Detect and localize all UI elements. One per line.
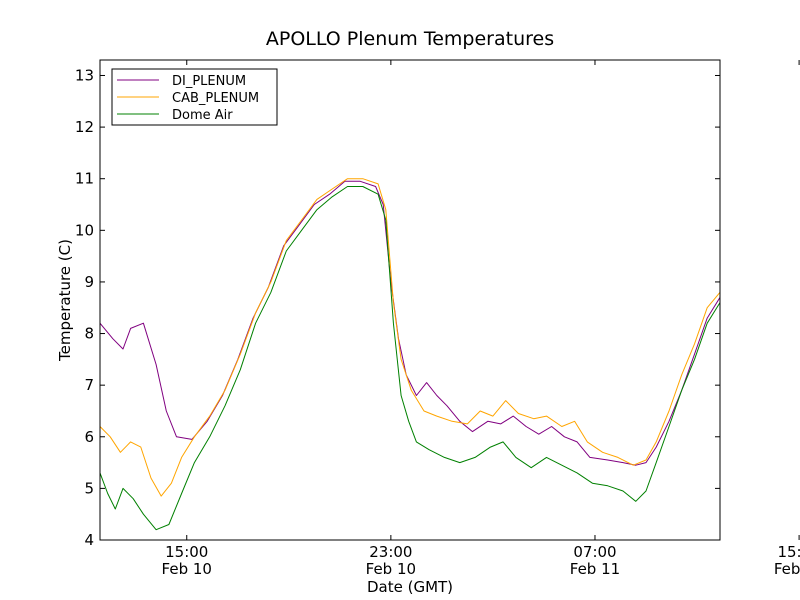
y-tick-label: 11 [75, 170, 94, 188]
series-line-cab-plenum [100, 178, 720, 497]
x-tick-label-date: Feb 11 [774, 560, 800, 578]
legend-label: Dome Air [172, 108, 233, 123]
x-tick-label-time: 07:00 [573, 543, 616, 561]
y-tick-label: 12 [75, 118, 94, 136]
x-tick-label-date: Feb 11 [570, 560, 620, 578]
x-tick-label-date: Feb 10 [366, 560, 416, 578]
x-tick-label-date: Feb 10 [162, 560, 212, 578]
y-tick-label: 8 [84, 325, 94, 343]
y-tick-label: 13 [75, 66, 94, 84]
legend: DI_PLENUM CAB_PLENUM Dome Air [111, 68, 278, 126]
legend-label: CAB_PLENUM [172, 91, 259, 106]
y-tick-label: 9 [84, 273, 94, 291]
y-tick-label: 5 [84, 479, 94, 497]
x-tick-label-time: 15:00 [777, 543, 800, 561]
plot-frame [99, 59, 721, 541]
x-tick-label-time: 23:00 [369, 543, 412, 561]
x-axis-label: Date (GMT) [367, 578, 453, 596]
y-axis-label: Temperature (C) [56, 239, 74, 362]
y-tick-label: 7 [84, 376, 94, 394]
series-line-dome-air [100, 186, 720, 531]
plot-content [100, 178, 720, 531]
y-tick-label: 6 [84, 428, 94, 446]
chart-title: APOLLO Plenum Temperatures [266, 28, 554, 50]
y-tick-label: 4 [84, 531, 94, 549]
y-tick-label: 10 [75, 221, 94, 239]
legend-label: DI_PLENUM [172, 74, 246, 89]
x-tick-label-time: 15:00 [165, 543, 208, 561]
